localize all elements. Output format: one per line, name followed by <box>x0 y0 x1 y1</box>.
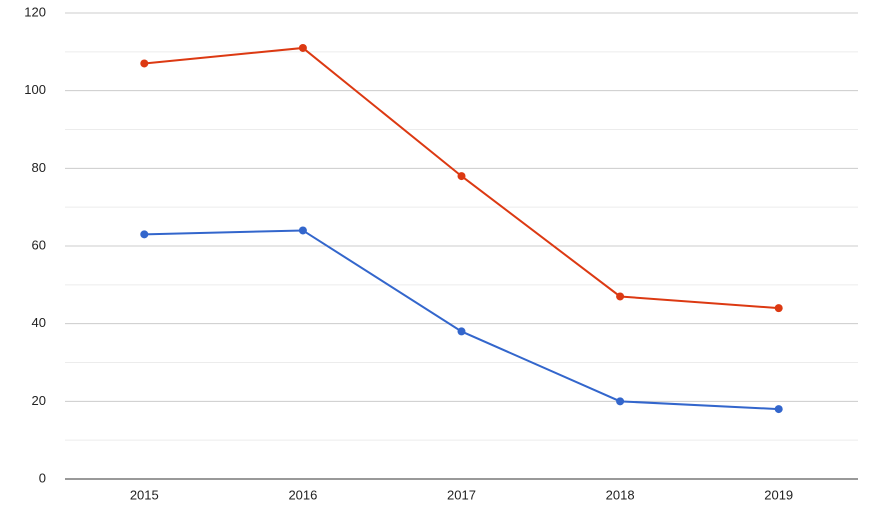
x-tick-label: 2019 <box>764 487 793 502</box>
point <box>774 304 783 313</box>
x-tick-label: 2018 <box>606 487 635 502</box>
point <box>774 405 783 414</box>
y-tick-label: 100 <box>24 82 46 97</box>
point <box>140 59 149 68</box>
point <box>457 172 466 181</box>
point <box>298 43 307 52</box>
y-tick-label: 80 <box>32 160 46 175</box>
point <box>616 397 625 406</box>
point <box>140 230 149 239</box>
x-tick-label: 2015 <box>130 487 159 502</box>
y-tick-label: 60 <box>32 237 46 252</box>
point <box>457 327 466 336</box>
x-tick-label: 2016 <box>288 487 317 502</box>
point <box>616 292 625 301</box>
y-tick-label: 40 <box>32 315 46 330</box>
y-tick-label: 120 <box>24 4 46 19</box>
series-line <box>144 229 779 411</box>
y-tick-label: 0 <box>39 470 46 485</box>
y-tick-label: 20 <box>32 393 46 408</box>
x-tick-label: 2017 <box>447 487 476 502</box>
point <box>298 226 307 235</box>
